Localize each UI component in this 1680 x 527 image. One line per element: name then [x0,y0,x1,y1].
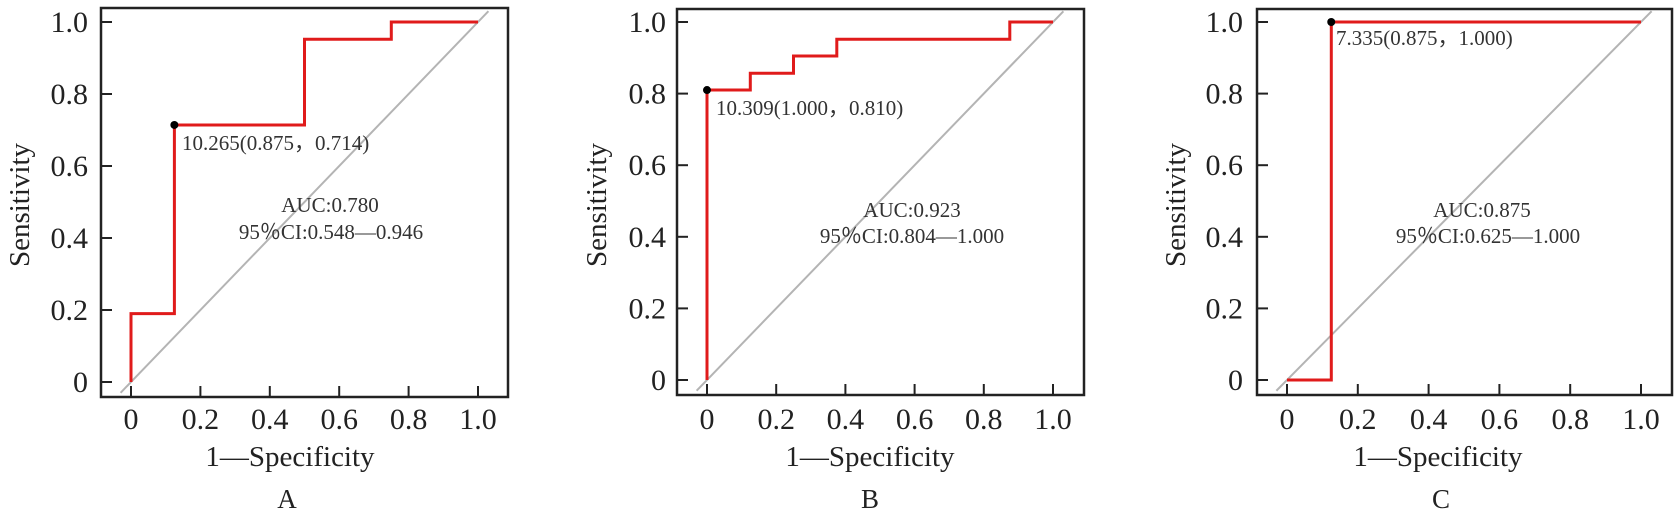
roc-panel-b: 0 0.2 0.4 0.6 0.8 1.0 0 0.2 0.4 0.6 0.8 1.0 1—Specif… [581,6,1086,514]
y-tick-label: 0.8 [629,78,667,111]
auc-annotation: AUC:0.923 [863,198,960,222]
x-tick-label: 0.2 [1339,403,1377,436]
cutoff-point-label: 7.335(0.875，1.000) [1336,26,1513,50]
x-axis-title: 1—Specificity [205,441,375,473]
y-tick-label: 0.6 [51,150,89,183]
cutoff-point-label: 10.309(1.000，0.810) [716,96,903,120]
panel-label: B [861,484,879,514]
plot-frame [99,6,510,399]
x-tick-label: 0.8 [965,403,1003,436]
x-tick-label: 0.6 [896,403,934,436]
plot-frame [675,7,1086,397]
y-tick-label: 0.4 [51,222,89,255]
plot-frame [1255,7,1674,397]
y-tick-label: 1.0 [1206,6,1244,39]
x-tick-label: 0.2 [182,403,220,436]
y-tick-label: 0.8 [51,78,89,111]
x-tick-label: 0.6 [320,403,358,436]
y-tick-label: 0 [1228,364,1243,397]
y-tick-label: 0.2 [629,292,667,325]
panel-label: A [277,484,297,514]
x-tick-label: 1.0 [1034,403,1072,436]
y-axis-title: Sensitivity [4,142,36,267]
y-tick-label: 0.8 [1206,78,1244,111]
reference-diagonal-line [695,10,1065,392]
x-tick-label: 0.8 [1551,403,1589,436]
x-tick-label: 0.6 [1481,403,1519,436]
ci-annotation: 95％CI:0.625—1.000 [1396,224,1580,248]
x-tick-label: 0.4 [827,403,865,436]
cutoff-point-label: 10.265(0.875，0.714) [182,131,369,155]
x-tick-label: 0.8 [390,403,428,436]
ci-annotation: 95％CI:0.548—0.946 [239,220,423,244]
y-tick-label: 0 [73,366,88,399]
reference-diagonal-line [1275,10,1653,392]
roc-panel-c: 0 0.2 0.4 0.6 0.8 1.0 0 0.2 0.4 0.6 0.8 1.0 1—Specif… [1160,6,1674,514]
x-tick-label: 0 [124,403,139,436]
y-axis-title: Sensitivity [581,142,613,267]
roc-curve-line [1287,20,1641,382]
x-tick-label: 0.4 [1410,403,1448,436]
x-tick-label: 0 [700,403,715,436]
x-axis-title: 1—Specificity [785,441,955,473]
y-tick-label: 0.6 [629,149,667,182]
x-tick-label: 0 [1280,403,1295,436]
x-tick-label: 0.2 [757,403,795,436]
auc-annotation: AUC:0.780 [281,193,378,217]
roc-curve-line [129,20,478,382]
cutoff-point-marker [1327,18,1336,26]
reference-diagonal-line [119,10,490,394]
y-tick-label: 0.6 [1206,149,1244,182]
x-axis-title: 1—Specificity [1353,441,1523,473]
y-tick-label: 0.2 [51,294,89,327]
panel-label: C [1432,484,1450,514]
y-tick-label: 0.4 [629,221,667,254]
y-tick-label: 1.0 [51,6,89,39]
y-tick-label: 0.2 [1206,292,1244,325]
y-tick-label: 0 [651,364,666,397]
ci-annotation: 95％CI:0.804—1.000 [820,224,1004,248]
roc-panel-a: 0 0.2 0.4 0.6 0.8 1.0 0 0.2 0.4 0.6 0.8 1.0 1—Specif… [4,6,510,514]
x-tick-label: 1.0 [459,403,497,436]
cutoff-point-marker [170,120,179,129]
cutoff-point-marker [703,86,711,95]
x-tick-label: 0.4 [251,403,289,436]
x-tick-label: 1.0 [1622,403,1660,436]
y-axis-title: Sensitivity [1160,142,1192,267]
roc-curve-line [705,20,1053,380]
y-tick-label: 1.0 [629,6,667,39]
auc-annotation: AUC:0.875 [1433,198,1530,222]
y-tick-label: 0.4 [1206,221,1244,254]
